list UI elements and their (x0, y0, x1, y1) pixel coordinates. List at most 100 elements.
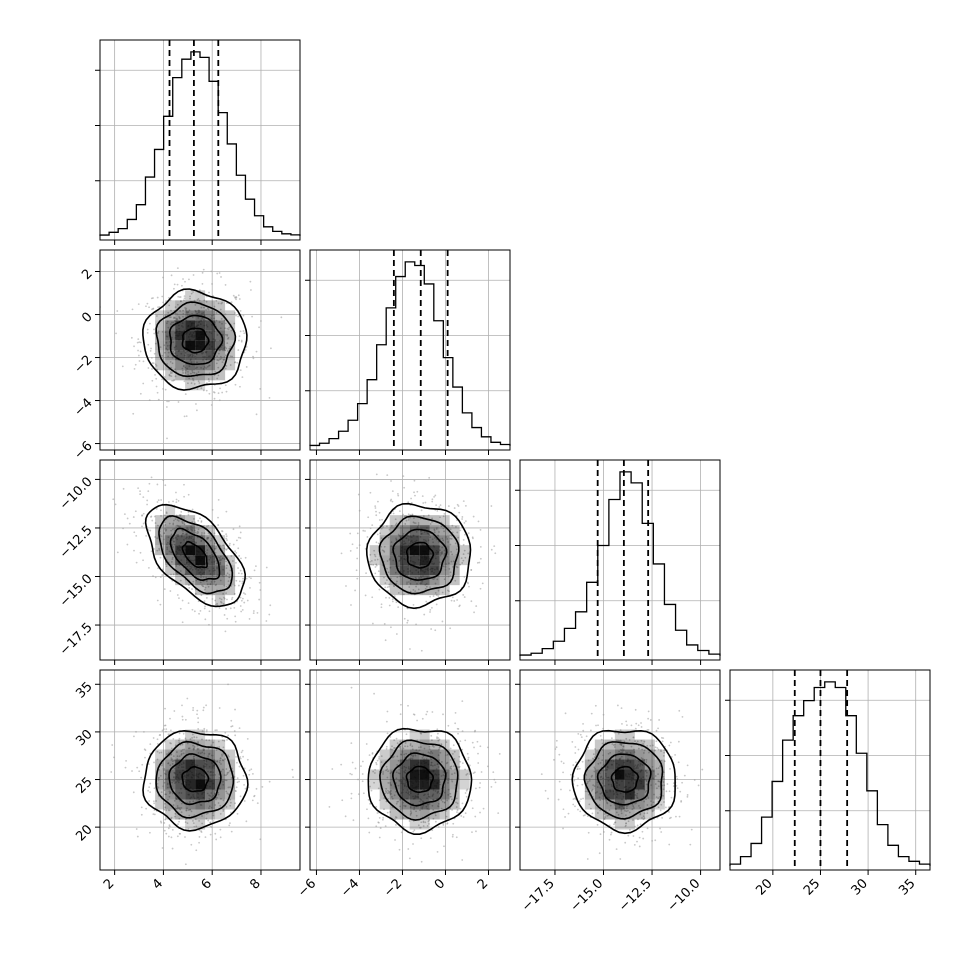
density-cell (185, 545, 196, 556)
scatter-point (402, 475, 405, 478)
scatter-point (169, 742, 172, 744)
scatter-point (475, 787, 477, 790)
density-cell (225, 360, 236, 371)
scatter-point (655, 740, 658, 743)
scatter-point (197, 528, 200, 531)
scatter-point (243, 784, 245, 786)
scatter-point (462, 553, 465, 556)
scatter-point (370, 789, 373, 792)
scatter-point (203, 607, 206, 610)
scatter-point (239, 757, 242, 760)
scatter-point (605, 799, 608, 802)
scatter-point (378, 817, 381, 819)
density-cell (205, 575, 216, 586)
density-cell (195, 545, 206, 556)
density-cell (399, 809, 410, 820)
density-cell (195, 330, 206, 341)
scatter-point (670, 796, 673, 799)
scatter-point (584, 814, 586, 816)
scatter-point (646, 809, 649, 812)
scatter-point (456, 809, 459, 812)
scatter-point (464, 520, 467, 523)
scatter-point (376, 759, 379, 762)
scatter-point (241, 608, 244, 611)
scatter-point (657, 785, 660, 788)
scatter-point (375, 761, 378, 764)
scatter-point (177, 295, 180, 298)
contour-line (155, 301, 237, 378)
density-cell (399, 525, 410, 536)
scatter-point (433, 577, 436, 580)
scatter-point (224, 779, 227, 782)
scatter-point (386, 525, 388, 528)
scatter-point (437, 826, 440, 828)
scatter-point (241, 749, 244, 752)
scatter-point (389, 499, 392, 502)
scatter-point (149, 831, 151, 834)
scatter-point (423, 613, 426, 616)
scatter-point (185, 809, 188, 812)
scatter-point (234, 620, 237, 623)
scatter-point (182, 313, 185, 315)
scatter-point (226, 547, 229, 550)
density-cell (175, 310, 186, 321)
scatter-point (602, 754, 605, 757)
scatter-point (564, 712, 567, 715)
scatter-point (221, 739, 224, 742)
scatter-point (170, 366, 173, 369)
scatter-point (420, 649, 423, 652)
scatter-point (490, 505, 493, 507)
density-cell (155, 799, 166, 810)
scatter-point (234, 383, 237, 386)
density-cell (429, 565, 440, 576)
scatter-point (386, 732, 389, 735)
density-cell (399, 515, 410, 526)
scatter-point (456, 566, 459, 569)
scatter-point (141, 525, 143, 528)
scatter-point (178, 755, 181, 758)
scatter-point (229, 364, 232, 366)
density-cell (614, 769, 625, 780)
scatter-point (450, 560, 453, 563)
scatter-point (663, 751, 666, 754)
scatter-point (157, 332, 159, 334)
scatter-point (207, 532, 210, 535)
scatter-point (638, 805, 640, 807)
scatter-point (241, 597, 244, 600)
density-cell (409, 759, 420, 770)
scatter-point (386, 792, 389, 795)
scatter-point (196, 532, 199, 535)
scatter-point (587, 831, 590, 834)
scatter-point (171, 362, 174, 365)
density-cell (225, 310, 236, 321)
density-cell (155, 320, 166, 331)
scatter-point (194, 521, 196, 524)
scatter-point (449, 543, 452, 546)
scatter-point (399, 740, 402, 743)
scatter-point (167, 355, 170, 358)
density-cell (439, 555, 450, 566)
scatter-point (394, 523, 397, 526)
scatter-point (574, 746, 577, 748)
scatter-point (200, 306, 203, 309)
scatter-point (422, 502, 425, 504)
density-cell (429, 789, 440, 800)
scatter-point (468, 764, 471, 767)
scatter-point (669, 741, 672, 744)
scatter-point (599, 762, 602, 764)
scatter-point (547, 797, 549, 800)
scatter-point (219, 579, 222, 582)
scatter-point (357, 493, 360, 496)
scatter-point (167, 311, 170, 314)
scatter-point (172, 573, 175, 576)
scatter-point (610, 737, 613, 740)
scatter-point (658, 796, 661, 798)
scatter-point (192, 757, 195, 760)
density-cell (165, 370, 176, 381)
scatter-point (411, 745, 414, 748)
scatter-point (603, 763, 605, 766)
scatter-point (634, 740, 636, 743)
scatter-point (173, 759, 176, 762)
scatter-point (378, 799, 381, 802)
density-cell (604, 759, 615, 770)
